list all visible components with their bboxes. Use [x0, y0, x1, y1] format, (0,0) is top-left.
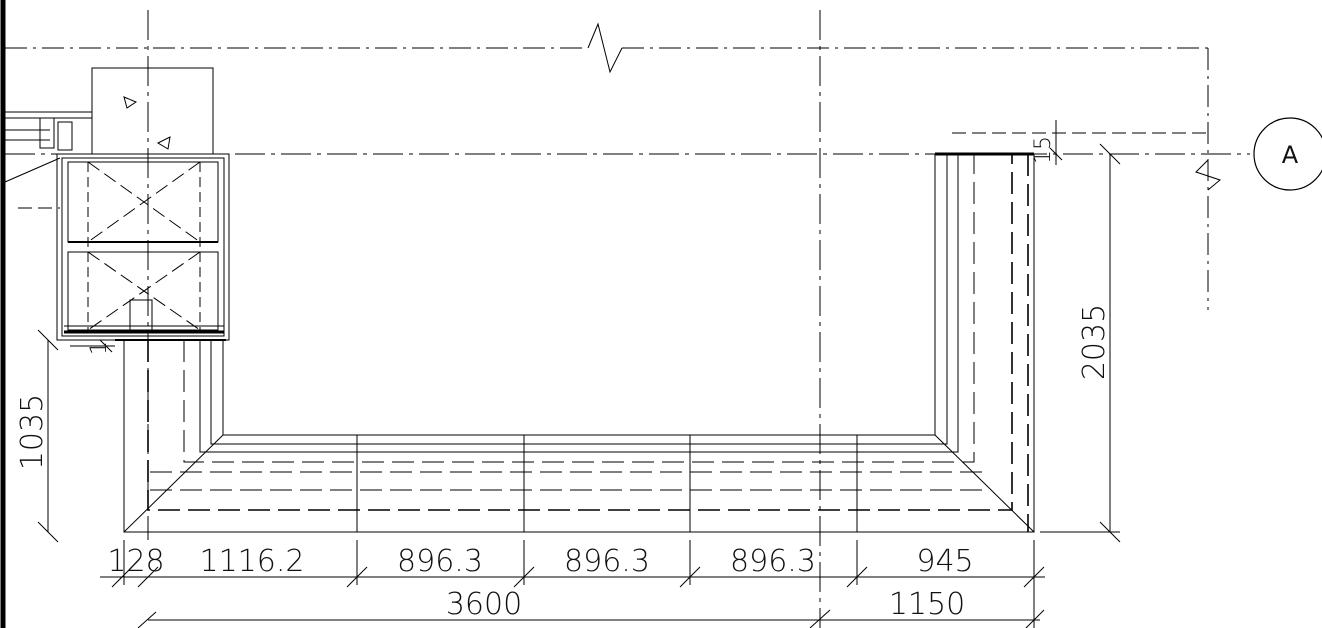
right-break-symbol — [1195, 159, 1222, 191]
pit-outline — [123, 152, 1035, 533]
pit-partitions — [356, 435, 858, 532]
grid-label-a: A — [1282, 141, 1299, 169]
dim-bottom-6: 945 — [916, 544, 973, 579]
dim-bottom-5: 896.3 — [730, 544, 816, 579]
dim-bottom-total: 3600 — [446, 587, 522, 622]
dim-bottom-row2-line — [137, 609, 1045, 628]
dim-bottom-row1-line — [100, 540, 1045, 628]
dim-small-left-value: 1 — [87, 341, 112, 355]
dim-bottom-2: 1116.2 — [200, 544, 305, 579]
dim-bottom-4: 896.3 — [564, 544, 650, 579]
grid-bubble — [1253, 117, 1322, 191]
dim-small-left — [70, 339, 115, 353]
dim-small-right — [1049, 120, 1063, 165]
upper-box-mark-2 — [156, 136, 171, 150]
dim-right-value: 2035 — [1077, 304, 1112, 380]
dim-bottom-3: 896.3 — [397, 544, 483, 579]
dim-left-value: 1035 — [15, 394, 50, 470]
left-room — [56, 153, 230, 341]
dim-small-right-value: 15 — [1031, 136, 1056, 164]
grid-line-a — [5, 132, 1250, 155]
dim-right-vertical — [1040, 143, 1121, 543]
left-wall-detail — [4, 111, 92, 209]
upper-box — [91, 67, 214, 155]
dim-bottom-right-total: 1150 — [889, 587, 965, 622]
dim-bottom-1: 128 — [107, 544, 164, 579]
dim-left-vertical — [37, 329, 124, 543]
upper-box-mark-1 — [123, 96, 138, 109]
top-axis-line — [5, 22, 1209, 310]
